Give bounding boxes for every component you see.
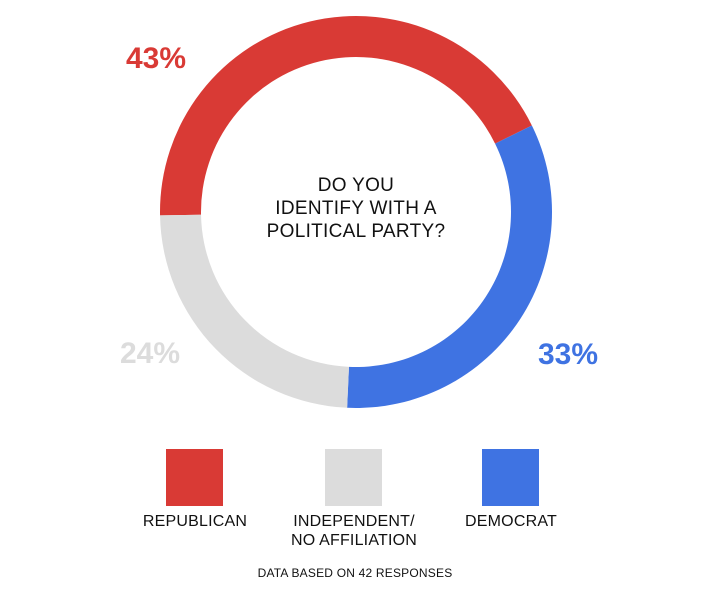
- chart-title-line: IDENTIFY WITH A: [275, 198, 437, 219]
- slice-value-label: 43%: [126, 42, 186, 75]
- chart-title-line: POLITICAL PARTY?: [266, 221, 446, 242]
- slice-value-labels: 43% 33% 24%: [120, 42, 598, 371]
- donut-slice-democrat: [347, 125, 553, 408]
- donut-slice-independent: [160, 214, 349, 408]
- donut-slice-republican: [159, 15, 532, 216]
- legend-label-democrat: DEMOCRAT: [465, 513, 557, 530]
- chart-title-line: DO YOU: [317, 175, 395, 196]
- footnote: DATA BASED ON 42 RESPONSES: [257, 566, 453, 580]
- legend-label-independent: INDEPENDENT/ NO AFFILIATION: [290, 513, 418, 549]
- slice-value-label: 24%: [120, 337, 180, 370]
- legend-label-republican: REPUBLICAN: [142, 513, 248, 530]
- legend-swatch-democrat: [482, 449, 539, 506]
- donut-slices: [159, 15, 553, 408]
- legend-swatch-independent: [325, 449, 382, 506]
- chart-title: DO YOU IDENTIFY WITH A POLITICAL PARTY?: [256, 174, 456, 243]
- slice-value-label: 33%: [538, 338, 598, 371]
- legend-swatch-republican: [166, 449, 223, 506]
